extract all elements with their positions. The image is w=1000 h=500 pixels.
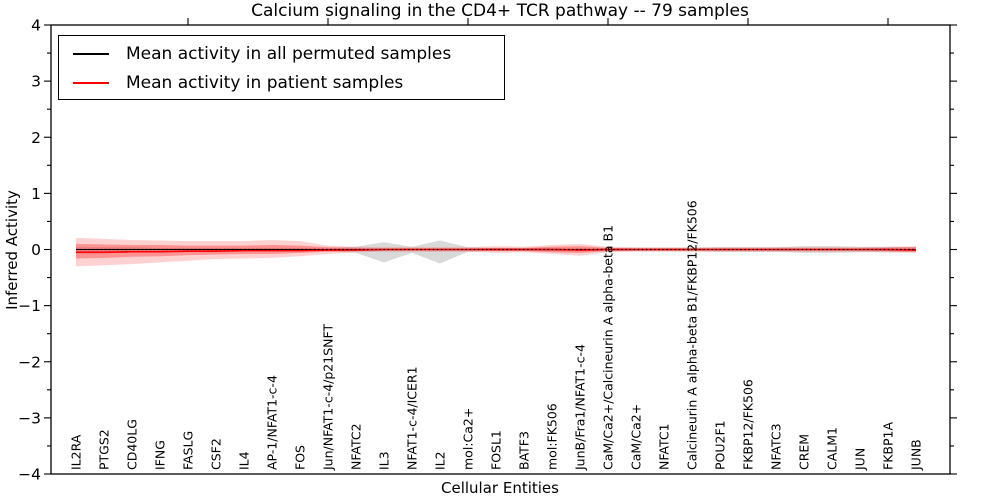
x-category-label: FKBP1A — [881, 422, 896, 470]
x-category-label: FKBP12/FK506 — [741, 379, 756, 470]
x-category-label: IL3 — [377, 451, 392, 470]
x-category-label: CSF2 — [209, 438, 224, 470]
legend-entry-permuted: Mean activity in all permuted samples — [73, 39, 504, 68]
x-category-label: IL2 — [433, 451, 448, 470]
x-category-label: PTGS2 — [97, 429, 112, 470]
x-category-label: JUN — [853, 448, 868, 471]
x-category-label: IL2RA — [69, 434, 84, 470]
band-patient-samples-outer-range — [76, 237, 916, 267]
x-axis-label: Cellular Entities — [441, 479, 559, 497]
x-category-label: Jun/NFAT1-c-4/p21SNFT — [321, 324, 336, 471]
legend-entry-patient: Mean activity in patient samples — [73, 68, 504, 97]
x-category-label: NFATC1 — [657, 423, 672, 470]
x-category-label: CaM/Ca2+/Calcineurin A alpha-beta B1 — [601, 225, 616, 470]
x-category-label: NFAT1-c-4/ICER1 — [405, 366, 420, 470]
y-tick-label: −4 — [18, 466, 41, 484]
x-category-label: AP-1/NFAT1-c-4 — [265, 375, 280, 470]
y-axis-ticks — [44, 24, 957, 475]
band-patient-samples-inner-range — [76, 243, 916, 259]
x-category-label: CALM1 — [825, 427, 840, 470]
y-tick-label: 4 — [31, 17, 41, 35]
y-tick-label: 0 — [31, 241, 41, 259]
y-tick-label: 3 — [31, 73, 41, 91]
x-category-label: JUNB — [909, 439, 924, 471]
x-category-label: mol:FK506 — [545, 403, 560, 470]
legend-entry-label: Mean activity in all permuted samples — [126, 43, 452, 64]
x-category-label: BATF3 — [517, 431, 532, 470]
x-category-label: CD40LG — [125, 419, 140, 470]
x-category-label: JunB/Fra1/NFAT1-c-4 — [573, 344, 588, 471]
x-category-label: CREM — [797, 434, 812, 470]
x-category-label: FOSL1 — [489, 430, 504, 470]
chart-title: Calcium signaling in the CD4+ TCR pathwa… — [251, 1, 749, 21]
y-tick-label: 1 — [31, 185, 41, 203]
x-category-label: IL4 — [237, 451, 252, 470]
x-category-label: POU2F1 — [713, 420, 728, 470]
x-category-label: Calcineurin A alpha-beta B1/FKBP12/FK506 — [685, 200, 700, 470]
x-category-label: mol:Ca2+ — [461, 408, 476, 470]
legend: Mean activity in all permuted samples Me… — [58, 35, 505, 100]
y-tick-label: 2 — [31, 129, 41, 147]
x-category-label: NFATC3 — [769, 423, 784, 470]
y-tick-label: −1 — [18, 297, 41, 315]
legend-line-swatch-black — [73, 52, 109, 55]
x-category-label: NFATC2 — [349, 423, 364, 470]
x-category-label: FOS — [293, 445, 308, 470]
x-category-label: IFNG — [153, 440, 168, 470]
legend-entry-label: Mean activity in patient samples — [126, 72, 404, 93]
y-tick-label: −2 — [18, 353, 41, 371]
y-axis-label: Inferred Activity — [3, 190, 21, 310]
y-tick-label: −3 — [18, 409, 41, 427]
legend-line-swatch-red — [73, 81, 109, 84]
x-category-label: FASLG — [181, 431, 196, 470]
series-line-patient-mean — [76, 248, 917, 254]
x-category-label: CaM/Ca2+ — [629, 404, 644, 470]
